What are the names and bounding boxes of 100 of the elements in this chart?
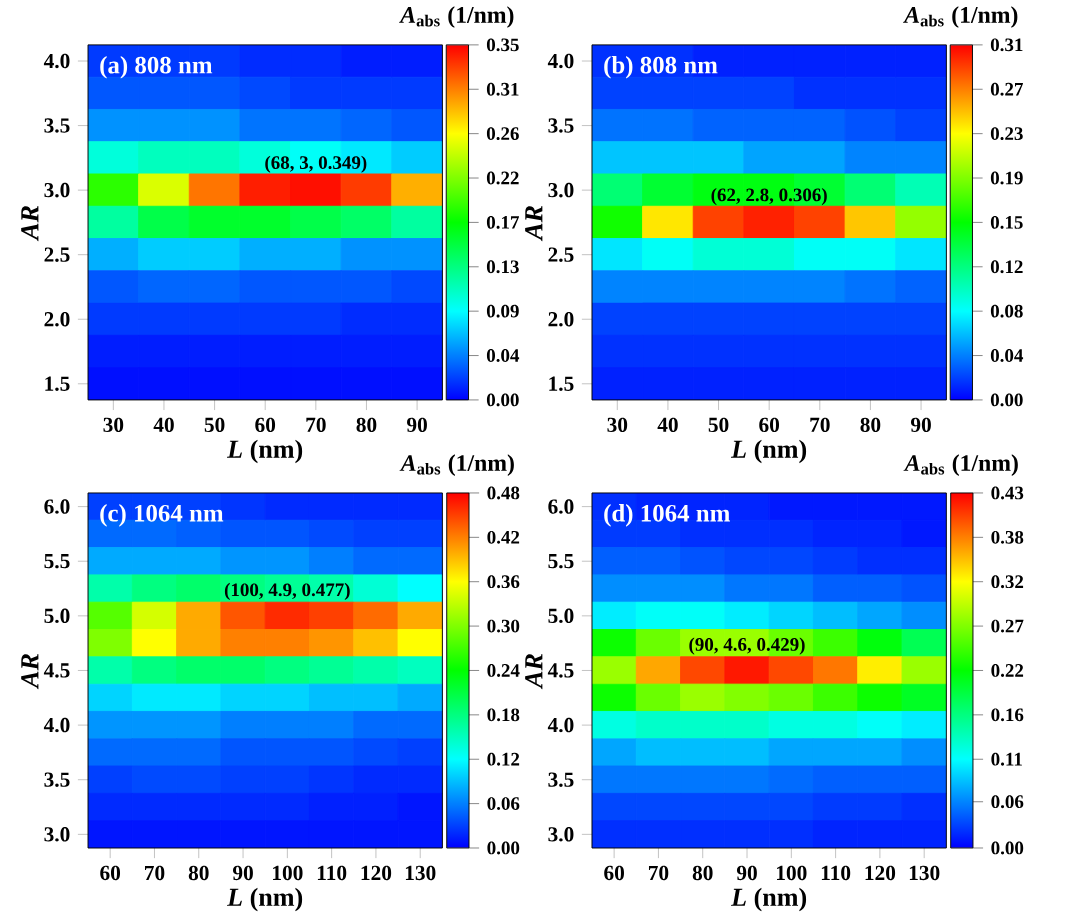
annotation: (68, 3, 0.349) [265,155,367,173]
color-bar-label: 0.22 [486,171,519,185]
color-bar-label: 0.04 [486,349,520,362]
color-bar-label: 0.36 [487,575,520,589]
y-tick-label: 3.5 [548,118,574,133]
y-tick-label: 5.5 [44,554,70,569]
y-tick-label: 5.0 [548,608,574,624]
color-bar-label: 0.43 [991,486,1024,500]
y-tick-label: 4.5 [43,663,70,678]
x-tick-label: 110 [821,865,851,881]
x-tick-label: 60 [100,865,121,881]
color-bar-label: 0.11 [991,752,1022,766]
color-bar-label: 0.19 [990,171,1023,185]
color-bar-label: 0.27 [991,619,1024,633]
x-tick-label: 30 [103,417,124,433]
x-tick-label: 100 [777,865,807,881]
x-tick-label: 130 [405,865,436,881]
color-bar-label: 0.48 [487,486,520,500]
color-bar-label: 0.17 [486,215,519,229]
y-tick-label: 2.5 [548,247,574,262]
annotation: (90, 4.6, 0.429) [689,637,805,655]
y-tick-label: 3.0 [44,827,70,842]
color-bar-label: 0.04 [990,349,1024,362]
y-tick-label: 3.5 [44,772,70,787]
y-tick-label: 3.0 [44,182,70,198]
y-tick-label: 2.0 [548,311,574,327]
color-bar-label: 0.00 [487,841,520,855]
x-tick-label: 30 [607,417,628,433]
y-tick-label: 5.5 [548,554,574,569]
x-tick-label: 50 [204,417,225,433]
color-bar-title: A$_{abs}$ (1/nm) [399,454,514,476]
x-tick-label: 80 [860,417,881,433]
color-bar-label: 0.00 [991,841,1024,855]
color-bar-label: 0.00 [486,393,519,407]
color-bar-label: 0.31 [486,82,519,96]
y-tick-label: 3.0 [548,827,574,842]
x-tick-label: 60 [759,417,780,433]
color-bar-label: 0.06 [487,797,520,811]
color-bar-label: 0.26 [486,127,519,141]
color-bar-label: 0.38 [991,530,1024,544]
x-tick-label: 60 [255,417,276,433]
x-tick-label: 70 [145,865,165,881]
color-bar-label: 0.24 [487,664,520,677]
x-axis-title: L (nm) [730,439,807,464]
color-bar-label: 0.30 [487,619,520,633]
y-tick-label: 6.0 [44,499,70,514]
color-bar-label: 0.27 [990,82,1023,96]
x-tick-label: 80 [356,417,377,433]
y-axis-title: AR [525,206,543,242]
color-bar-title: A$_{abs}$ (1/nm) [903,454,1018,476]
x-tick-label: 70 [648,865,669,881]
chart-title: (b) 808 nm [604,56,718,79]
x-tick-label: 90 [232,865,253,881]
color-bar-title: A$_{abs}$ (1/nm) [399,6,514,28]
x-tick-label: 40 [153,417,174,433]
x-tick-label: 50 [708,417,729,433]
color-bar-title: A$_{abs}$ (1/nm) [903,6,1018,28]
x-tick-label: 130 [909,865,940,881]
y-tick-label: 5.0 [44,608,70,624]
x-tick-label: 70 [810,417,830,433]
y-tick-label: 3.5 [548,772,574,787]
x-tick-label: 80 [188,865,209,881]
y-tick-label: 3.0 [548,182,574,198]
color-bar-label: 0.15 [990,215,1023,229]
y-axis-title: AR [21,206,39,242]
y-tick-label: 2.5 [44,247,70,262]
y-tick-label: 6.0 [548,499,574,514]
y-tick-label: 1.5 [45,376,70,391]
color-bar-label: 0.09 [486,304,519,318]
color-bar-label: 0.00 [990,393,1023,407]
x-tick-label: 90 [910,417,931,433]
x-tick-label: 90 [736,865,757,881]
y-tick-label: 4.5 [547,663,574,678]
x-tick-label: 70 [306,417,326,433]
x-tick-label: 110 [317,865,347,881]
annotation: (62, 2.8, 0.306) [711,187,827,206]
color-bar-label: 0.16 [991,708,1024,722]
y-tick-label: 4.0 [547,53,574,69]
y-tick-label: 4.0 [547,717,574,733]
chart-title: (c) 1064 nm [100,504,224,527]
x-tick-label: 60 [604,865,624,881]
color-bar-label: 0.08 [990,304,1023,318]
y-tick-label: 3.5 [44,118,70,133]
y-tick-label: 4.0 [43,53,70,69]
x-tick-label: 90 [407,417,427,433]
color-bar-label: 0.23 [990,127,1023,141]
y-tick-label: 1.5 [549,376,574,391]
x-tick-label: 120 [865,865,896,881]
y-axis-title: AR [21,654,39,690]
color-bar-label: 0.31 [990,38,1023,52]
color-bar-label: 0.32 [991,575,1024,589]
color-bar-label: 0.12 [487,752,520,766]
color-bar-label: 0.13 [486,260,519,274]
x-tick-label: 40 [657,417,678,433]
y-tick-label: 2.0 [44,311,70,327]
x-axis-title: L (nm) [226,887,303,912]
chart-title: (a) 808 nm [100,56,213,79]
color-bar-label: 0.18 [487,708,520,722]
chart-title: (d) 1064 nm [604,504,730,527]
x-tick-label: 120 [361,865,392,881]
